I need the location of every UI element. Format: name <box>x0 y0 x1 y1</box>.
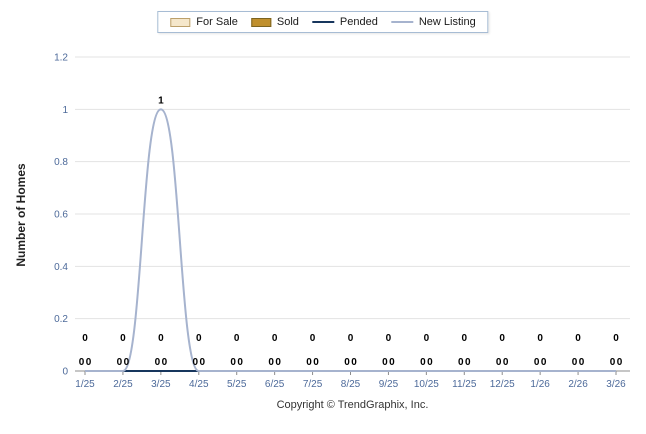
data-label: 0 <box>351 357 357 368</box>
data-label: 0 <box>503 357 509 368</box>
legend-label: For Sale <box>196 16 238 28</box>
legend-item-sold: Sold <box>250 16 299 28</box>
sold-swatch <box>250 17 271 27</box>
data-label: 0 <box>344 357 350 368</box>
y-tick-label: 0.2 <box>54 314 68 325</box>
series-line-new-listing <box>84 108 616 372</box>
legend-item-pended: Pended <box>311 16 378 28</box>
legend-label: Sold <box>276 16 299 28</box>
x-tick-label: 1/26 <box>530 379 550 390</box>
data-label: 0 <box>230 357 236 368</box>
data-label: 0 <box>162 357 168 368</box>
data-label: 0 <box>117 357 123 368</box>
new-listing-swatch <box>390 21 413 23</box>
data-label: 0 <box>158 333 164 344</box>
data-label: 0 <box>617 357 623 368</box>
data-label: 0 <box>541 357 547 368</box>
data-label: 0 <box>79 357 85 368</box>
data-label: 0 <box>496 357 502 368</box>
data-label: 0 <box>462 333 468 344</box>
x-tick-label: 12/25 <box>490 379 515 390</box>
x-tick-label: 11/25 <box>452 379 477 390</box>
plot-area: 0 0.2 0.4 0.6 0.8 1 1.2 1/25 2/25 3/25 4/25 5/25 6/2… <box>54 53 630 390</box>
y-tick-label: 1.2 <box>54 53 68 64</box>
data-label: 0 <box>610 357 616 368</box>
legend-label: New Listing <box>418 16 476 28</box>
x-tick-label: 2/25 <box>113 379 133 390</box>
y-axis-title: Number of Homes <box>14 163 28 267</box>
data-label: 0 <box>155 357 161 368</box>
data-label: 0 <box>234 333 240 344</box>
for-sale-swatch <box>170 17 191 27</box>
data-label: 0 <box>310 333 316 344</box>
pended-swatch <box>311 21 334 23</box>
data-label: 0 <box>272 333 278 344</box>
x-tick-label: 5/25 <box>227 379 247 390</box>
data-label: 0 <box>458 357 464 368</box>
x-tick-label: 1/25 <box>75 379 95 390</box>
x-tick-label: 4/25 <box>189 379 209 390</box>
data-label: 0 <box>572 357 578 368</box>
x-tick-label: 6/25 <box>265 379 285 390</box>
legend-label: Pended <box>339 16 378 28</box>
legend: For Sale Sold Pended New Listing <box>157 11 489 33</box>
y-tick-label: 0 <box>62 367 68 378</box>
x-tick-label: 10/25 <box>414 379 439 390</box>
data-label: 0 <box>537 333 543 344</box>
data-label: 0 <box>120 333 126 344</box>
data-label: 0 <box>348 333 354 344</box>
x-tick-label: 8/25 <box>341 379 361 390</box>
data-label: 0 <box>499 333 505 344</box>
data-label: 0 <box>575 333 581 344</box>
data-label: 0 <box>386 333 392 344</box>
data-label: 0 <box>268 357 274 368</box>
y-tick-label: 0.8 <box>54 157 68 168</box>
data-label: 0 <box>196 333 202 344</box>
data-label: 0 <box>579 357 585 368</box>
data-label: 0 <box>465 357 471 368</box>
data-label: 0 <box>124 357 130 368</box>
legend-item-new-listing: New Listing <box>390 16 476 28</box>
data-label: 0 <box>86 357 92 368</box>
y-tick-label: 1 <box>62 105 68 116</box>
data-label: 0 <box>200 357 206 368</box>
data-label: 0 <box>237 357 243 368</box>
x-tick-label: 9/25 <box>379 379 399 390</box>
x-tick-label: 3/26 <box>606 379 626 390</box>
data-label: 0 <box>275 357 281 368</box>
data-label: 0 <box>613 333 619 344</box>
data-label: 0 <box>420 357 426 368</box>
data-label: 0 <box>382 357 388 368</box>
copyright: Copyright © TrendGraphix, Inc. <box>276 399 429 411</box>
data-label: 0 <box>424 333 430 344</box>
x-tick-label: 2/26 <box>568 379 588 390</box>
data-label: 0 <box>389 357 395 368</box>
data-label: 0 <box>313 357 319 368</box>
legend-item-for-sale: For Sale <box>170 16 238 28</box>
data-label: 1 <box>158 95 164 106</box>
data-label: 0 <box>534 357 540 368</box>
data-label: 0 <box>427 357 433 368</box>
data-label: 0 <box>82 333 88 344</box>
data-label: 0 <box>306 357 312 368</box>
data-label: 0 <box>193 357 199 368</box>
x-tick-label: 3/25 <box>151 379 171 390</box>
y-tick-label: 0.4 <box>54 262 68 273</box>
y-tick-label: 0.6 <box>54 210 68 221</box>
x-tick-label: 7/25 <box>303 379 323 390</box>
